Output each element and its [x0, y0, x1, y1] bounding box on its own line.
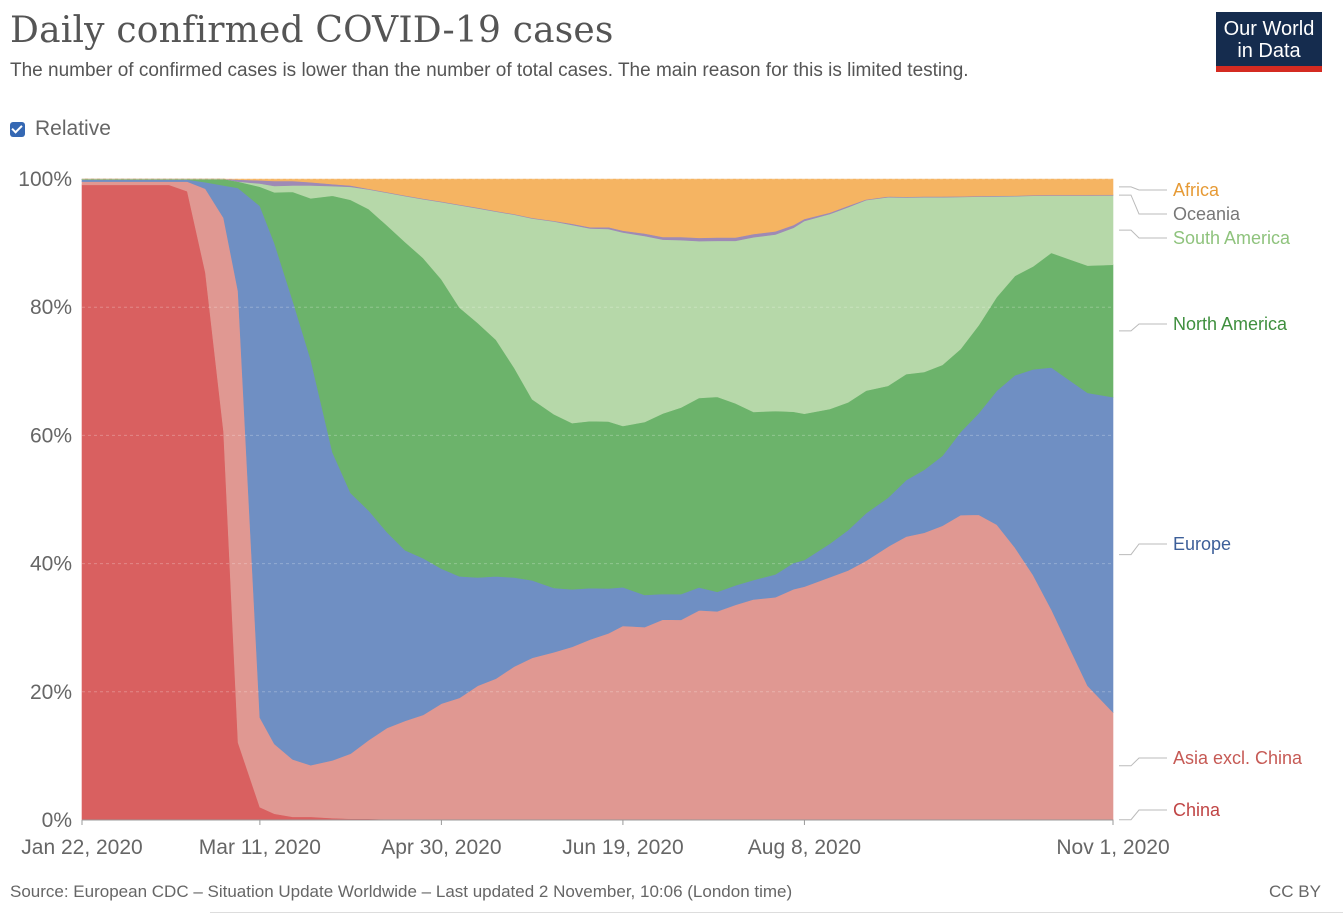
chart-subtitle: The number of confirmed cases is lower t…	[10, 60, 969, 81]
x-tick-label: Apr 30, 2020	[381, 836, 501, 859]
x-tick-label: Mar 11, 2020	[199, 836, 321, 859]
legend-label-europe: Europe	[1173, 534, 1231, 554]
logo-line-1: Our World	[1223, 18, 1315, 40]
stacked-area-chart: 0% 20% 40% 60% 80% 100% Jan 22, 2020 Mar 11, 20…	[18, 168, 1303, 859]
y-tick-label: 60%	[30, 424, 72, 447]
legend-label-asia-excl-china: Asia excl. China	[1173, 748, 1303, 768]
legend-label-oceania: Oceania	[1173, 204, 1241, 224]
legend-label-china: China	[1173, 800, 1221, 820]
legend-label-south-america: South America	[1173, 228, 1291, 248]
legend-leader-europe	[1119, 543, 1167, 556]
license-link[interactable]: CC BY	[1269, 882, 1321, 901]
chart-title: Daily confirmed COVID-19 cases	[10, 10, 614, 51]
x-tick-label: Jan 22, 2020	[21, 836, 142, 859]
legend-leader-asia-excl-china	[1119, 757, 1167, 767]
relative-toggle[interactable]: Relative	[10, 117, 111, 141]
y-tick-label: 100%	[18, 168, 72, 191]
legend-leader-south-america	[1119, 229, 1167, 239]
footer-divider	[210, 912, 1343, 913]
x-tick-label: Nov 1, 2020	[1056, 836, 1169, 859]
legend-label-africa: Africa	[1173, 180, 1220, 200]
y-tick-label: 40%	[30, 553, 72, 576]
x-tick-label: Aug 8, 2020	[748, 836, 861, 859]
area-africa	[82, 178, 1114, 239]
legend-leader-china	[1119, 809, 1167, 821]
legend-label-north-america: North America	[1173, 314, 1288, 334]
source-note: Source: European CDC – Situation Update …	[10, 882, 793, 901]
y-tick-label: 0%	[42, 809, 72, 832]
legend-leader-oceania	[1119, 194, 1167, 215]
relative-label: Relative	[35, 117, 111, 140]
y-tick-label: 20%	[30, 681, 72, 704]
y-tick-label: 80%	[30, 296, 72, 319]
legend-leader-africa	[1119, 186, 1167, 191]
relative-checkbox-icon[interactable]	[10, 121, 25, 137]
legend-leader-north-america	[1119, 323, 1167, 332]
logo-accent-bar	[1216, 66, 1322, 72]
owid-logo[interactable]: Our World in Data	[1216, 12, 1322, 72]
x-tick-label: Jun 19, 2020	[562, 836, 683, 859]
logo-line-2: in Data	[1237, 40, 1301, 62]
